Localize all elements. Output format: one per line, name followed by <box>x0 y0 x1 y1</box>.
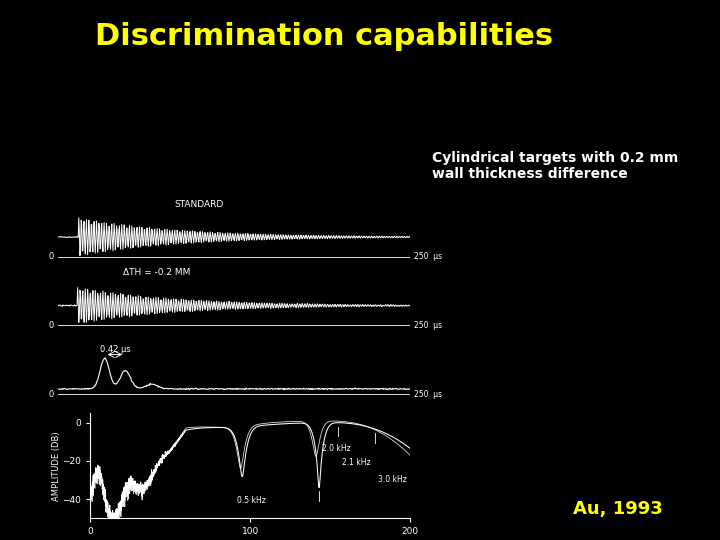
Text: 3.0 kHz: 3.0 kHz <box>379 475 408 484</box>
Text: STANDARD: STANDARD <box>174 200 223 208</box>
Text: Cylindrical targets with 0.2 mm
wall thickness difference: Cylindrical targets with 0.2 mm wall thi… <box>432 151 678 181</box>
Text: 0: 0 <box>49 252 54 261</box>
Text: 2.1 kHz: 2.1 kHz <box>341 458 370 467</box>
Text: 0: 0 <box>49 321 54 329</box>
Text: 0.42 μs: 0.42 μs <box>99 345 130 354</box>
Text: 250  μs: 250 μs <box>414 253 442 261</box>
Text: Discrimination capabilities: Discrimination capabilities <box>95 22 553 51</box>
Y-axis label: AMPLITUDE (DB): AMPLITUDE (DB) <box>52 431 60 501</box>
Text: 2.0 kHz: 2.0 kHz <box>323 444 351 454</box>
Text: ΔTH = -0.2 MM: ΔTH = -0.2 MM <box>122 268 190 277</box>
Text: 250  μs: 250 μs <box>414 321 442 330</box>
Text: 250  μs: 250 μs <box>414 390 442 399</box>
Text: 0: 0 <box>49 390 54 399</box>
Text: Au, 1993: Au, 1993 <box>572 501 662 518</box>
Text: 0.5 kHz: 0.5 kHz <box>238 496 266 505</box>
